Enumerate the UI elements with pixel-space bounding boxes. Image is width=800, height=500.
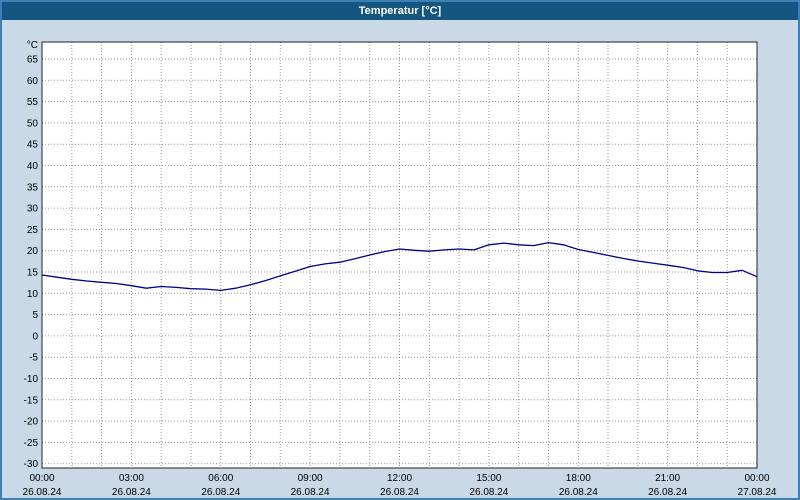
- window-titlebar[interactable]: Temperatur [°C]: [2, 2, 798, 20]
- x-tick-time-label: 15:00: [476, 473, 501, 484]
- y-tick-label: -25: [24, 438, 39, 449]
- x-tick-date-label: 26.08.24: [380, 487, 419, 498]
- x-tick-date-label: 27.08.24: [738, 487, 777, 498]
- x-tick-time-label: 21:00: [655, 473, 680, 484]
- temperature-series-line: [41, 241, 758, 292]
- y-tick-label: 20: [27, 246, 39, 257]
- y-tick-label: 35: [27, 182, 39, 193]
- x-tick-time-label: 03:00: [119, 473, 144, 484]
- y-tick-label: 30: [27, 204, 39, 215]
- y-tick-label: -30: [24, 459, 39, 470]
- y-tick-label: -5: [29, 353, 38, 364]
- x-tick-date-label: 26.08.24: [648, 487, 687, 498]
- y-tick-label: 0: [32, 331, 38, 342]
- y-tick-label: 25: [27, 225, 39, 236]
- y-tick-label: 45: [27, 140, 39, 151]
- x-tick-date-label: 26.08.24: [112, 487, 151, 498]
- x-tick-time-label: 12:00: [387, 473, 412, 484]
- y-tick-label: 40: [27, 161, 39, 172]
- window-title: Temperatur [°C]: [358, 5, 442, 17]
- x-tick-time-label: 00:00: [29, 473, 54, 484]
- y-tick-label: -15: [24, 395, 39, 406]
- x-tick-time-label: 06:00: [208, 473, 233, 484]
- y-tick-label: -20: [24, 417, 39, 428]
- x-tick-time-label: 09:00: [298, 473, 323, 484]
- x-tick-date-label: 26.08.24: [291, 487, 330, 498]
- y-tick-label: 60: [27, 76, 39, 87]
- y-tick-label: 10: [27, 289, 39, 300]
- chart-area: -30 -25 -20 -15 -10 -5 0 5 10 15 20 25 30 35 40 45 50 55 6…: [2, 20, 798, 498]
- temperature-chart: -30 -25 -20 -15 -10 -5 0 5 10 15 20 25 30 35 40 45 50 55 6…: [23, 40, 777, 498]
- y-tick-label: 50: [27, 118, 39, 129]
- x-tick-date-label: 26.08.24: [23, 487, 62, 498]
- y-tick-label: 15: [27, 268, 39, 279]
- x-tick-date-label: 26.08.24: [559, 487, 598, 498]
- y-tick-label: -10: [24, 374, 39, 385]
- y-tick-label: 65: [27, 55, 39, 66]
- plot-border: [41, 41, 758, 469]
- y-tick-label: 55: [27, 97, 39, 108]
- y-tick-label: 5: [32, 310, 38, 321]
- x-tick-date-label: 26.08.24: [469, 487, 508, 498]
- y-axis-unit-label: °C: [27, 40, 38, 51]
- x-tick-date-label: 26.08.24: [201, 487, 240, 498]
- x-tick-time-label: 18:00: [566, 473, 591, 484]
- x-tick-time-label: 00:00: [744, 473, 769, 484]
